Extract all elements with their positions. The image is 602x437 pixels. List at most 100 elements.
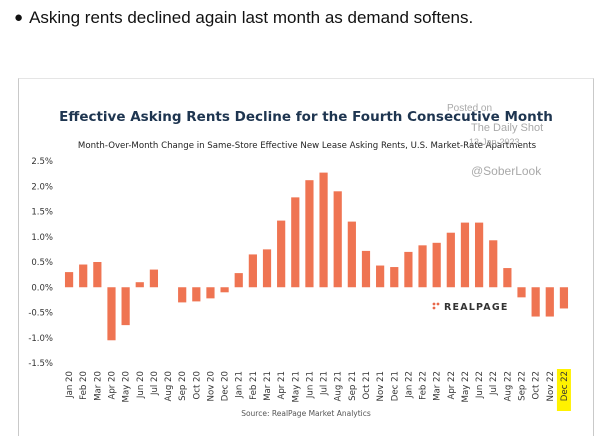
bar bbox=[319, 172, 328, 288]
bar bbox=[503, 268, 512, 288]
x-tick-label: Jan 20 bbox=[65, 371, 75, 399]
watermark-posted-on: Posted on bbox=[447, 103, 492, 114]
bar bbox=[545, 287, 554, 317]
x-tick-label: Jan 21 bbox=[235, 371, 245, 399]
realpage-logo: REALPAGE bbox=[432, 302, 509, 313]
bar bbox=[206, 287, 215, 299]
bar bbox=[79, 264, 88, 288]
watermark-daily-shot: The Daily Shot bbox=[471, 122, 543, 134]
bar bbox=[277, 220, 286, 288]
x-tick-label: Nov 20 bbox=[206, 371, 216, 401]
bar bbox=[121, 287, 130, 326]
bar bbox=[361, 250, 371, 288]
x-tick-label: Jun 21 bbox=[305, 371, 315, 399]
bar bbox=[291, 197, 300, 288]
chart-frame: Effective Asking Rents Decline for the F… bbox=[18, 78, 594, 436]
bar bbox=[220, 287, 229, 293]
bar bbox=[262, 249, 272, 288]
x-tick-label: Apr 21 bbox=[277, 371, 287, 400]
x-tick-label: Jul 20 bbox=[150, 371, 160, 396]
x-tick-label: Jan 22 bbox=[404, 371, 414, 399]
bar bbox=[192, 287, 201, 302]
bar bbox=[93, 262, 102, 288]
x-axis-ticks: Jan 20 Feb 20 Mar 20 Apr 20 May 20 Jun 20 Jul … bbox=[65, 369, 571, 411]
x-tick-label: May 20 bbox=[122, 371, 132, 402]
bar bbox=[64, 272, 74, 288]
x-tick-label: Sep 22 bbox=[518, 371, 528, 401]
x-tick-label: Oct 22 bbox=[532, 371, 542, 400]
bar bbox=[474, 222, 484, 288]
x-tick-label: Dec 21 bbox=[390, 371, 400, 401]
x-tick-label: Feb 20 bbox=[79, 371, 89, 400]
x-tick-label: Oct 21 bbox=[362, 371, 372, 400]
bar bbox=[149, 269, 159, 288]
x-tick-label: May 22 bbox=[461, 371, 471, 402]
watermark-handle: @SoberLook bbox=[471, 164, 542, 178]
x-tick-label: Aug 21 bbox=[334, 371, 344, 401]
x-tick-label: Feb 21 bbox=[249, 371, 259, 400]
bar bbox=[404, 251, 413, 288]
x-tick-label: Aug 22 bbox=[503, 371, 513, 401]
logo-dot-icon bbox=[432, 306, 436, 310]
bar bbox=[432, 242, 441, 288]
bar bbox=[135, 282, 144, 288]
logo-text: REALPAGE bbox=[444, 302, 509, 313]
bar bbox=[559, 287, 569, 309]
chart-source: Source: RealPage Market Analytics bbox=[241, 409, 371, 418]
y-tick-label: 2.5% bbox=[31, 157, 53, 167]
logo-dot-icon bbox=[432, 302, 436, 306]
bar bbox=[418, 245, 427, 288]
bullet-dot-icon: ● bbox=[14, 9, 24, 26]
rent-change-chart: Effective Asking Rents Decline for the F… bbox=[28, 103, 571, 418]
bar bbox=[517, 287, 526, 298]
watermark-date: 13-Jan-2023 bbox=[469, 137, 520, 147]
chart-title: Effective Asking Rents Decline for the F… bbox=[59, 109, 553, 125]
x-tick-label: Apr 20 bbox=[107, 371, 117, 400]
y-tick-label: 2.0% bbox=[31, 182, 53, 192]
bar bbox=[531, 287, 540, 317]
x-tick-label: Apr 22 bbox=[447, 371, 457, 400]
x-tick-label: Dec 20 bbox=[221, 371, 231, 401]
bar bbox=[347, 221, 356, 288]
bar bbox=[390, 267, 399, 288]
x-tick-label: Nov 21 bbox=[376, 371, 386, 401]
x-tick-label: Nov 22 bbox=[546, 371, 556, 401]
y-tick-label: 1.5% bbox=[31, 208, 53, 218]
x-tick-label: Feb 22 bbox=[419, 371, 429, 400]
x-tick-label: Jul 21 bbox=[320, 371, 330, 396]
bullet-text: Asking rents declined again last month a… bbox=[29, 8, 474, 27]
y-tick-label: -1.5% bbox=[28, 359, 53, 369]
x-tick-label: Jun 20 bbox=[136, 371, 146, 399]
y-tick-label: 1.0% bbox=[31, 233, 53, 243]
x-tick-label: Dec 22 bbox=[560, 371, 570, 401]
bar bbox=[305, 180, 314, 288]
bars bbox=[64, 172, 569, 341]
bar bbox=[333, 191, 342, 288]
x-tick-label: Jun 22 bbox=[475, 371, 485, 399]
bar bbox=[234, 273, 243, 288]
bar bbox=[107, 287, 116, 341]
x-tick-label: Jul 22 bbox=[489, 371, 499, 396]
x-tick-label: Mar 21 bbox=[263, 371, 273, 401]
chart-subtitle: Month-Over-Month Change in Same-Store Ef… bbox=[78, 141, 537, 151]
x-tick-label: May 21 bbox=[291, 371, 301, 402]
y-tick-label: 0.0% bbox=[31, 283, 53, 293]
highlight-marker bbox=[556, 369, 571, 411]
x-tick-label: Mar 20 bbox=[93, 371, 103, 401]
bullet-point: ● Asking rents declined again last month … bbox=[14, 8, 473, 28]
x-tick-label: Aug 20 bbox=[164, 371, 174, 401]
bar bbox=[460, 222, 470, 288]
bar bbox=[376, 265, 385, 288]
bar bbox=[489, 240, 498, 288]
x-tick-label: Mar 22 bbox=[433, 371, 443, 401]
bar bbox=[178, 287, 187, 303]
y-tick-label: 0.5% bbox=[31, 258, 53, 268]
x-tick-label: Sep 20 bbox=[178, 371, 188, 401]
y-axis-ticks: 2.5% 2.0% 1.5% 1.0% 0.5% 0.0% -0.5% -1.0% -1.5% bbox=[28, 157, 53, 369]
y-tick-label: -0.5% bbox=[28, 309, 53, 319]
bar bbox=[248, 254, 257, 288]
x-tick-label: Sep 21 bbox=[348, 371, 358, 401]
x-tick-label: Oct 20 bbox=[192, 371, 202, 400]
y-tick-label: -1.0% bbox=[28, 334, 53, 344]
logo-dot-icon bbox=[436, 302, 440, 306]
